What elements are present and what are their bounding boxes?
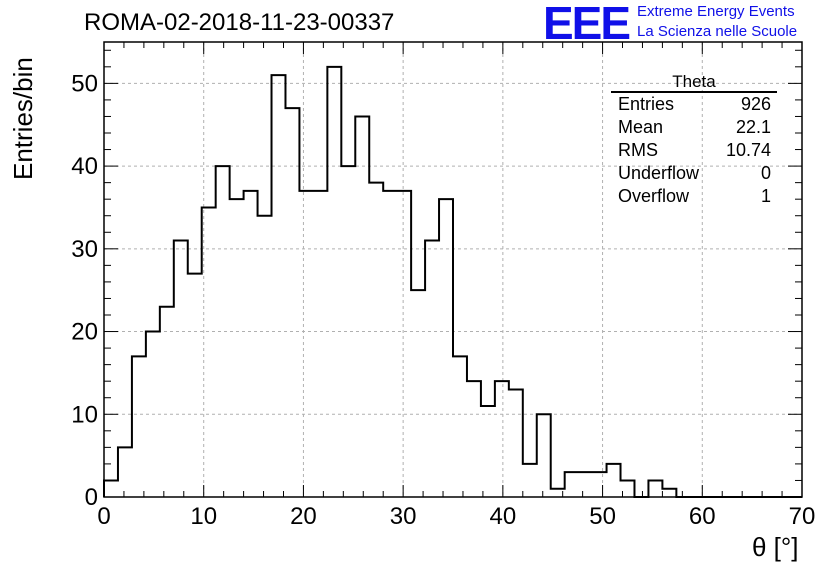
histogram-bin (188, 274, 202, 497)
histogram-bin (230, 199, 244, 497)
eee-logo: EEE (543, 0, 631, 49)
x-tick-label: 0 (97, 503, 110, 530)
histogram-bin (174, 241, 188, 497)
stats-label: Underflow (618, 163, 700, 183)
histogram-bin (565, 472, 579, 497)
histogram-bin (202, 207, 216, 497)
histogram-bin (118, 447, 132, 497)
histogram-bin (439, 199, 453, 497)
stats-value: 1 (760, 186, 771, 206)
stats-value: 22.1 (735, 117, 771, 137)
stats-value: 926 (740, 94, 771, 114)
histogram-bin (104, 480, 118, 497)
y-tick-label: 10 (71, 401, 98, 428)
histogram-bin (285, 108, 299, 497)
x-tick-label: 50 (589, 503, 616, 530)
y-tick-label: 30 (71, 236, 98, 263)
stats-row-overflow: Overflow 1 (611, 185, 777, 208)
histogram-bin (523, 464, 537, 497)
x-tick-label: 40 (490, 503, 517, 530)
x-tick-label: 30 (390, 503, 417, 530)
histogram-bin (244, 191, 258, 497)
plot-frame (103, 41, 803, 498)
stats-label: RMS (618, 140, 658, 160)
histogram-bin (593, 472, 607, 497)
chart-title: ROMA-02-2018-11-23-00337 (84, 9, 395, 36)
stats-value: 10.74 (725, 140, 771, 160)
x-tick-label: 20 (290, 503, 317, 530)
stats-label: Mean (618, 117, 664, 137)
histogram-bin (216, 166, 230, 497)
histogram-bin (327, 67, 341, 497)
histogram-bin (579, 472, 593, 497)
stats-row-entries: Entries 926 (611, 93, 777, 116)
histogram-bin (411, 290, 425, 497)
histogram-bin (272, 75, 286, 497)
histogram-bin (662, 489, 676, 497)
x-axis-label: θ [°] (752, 532, 799, 562)
histogram-bin (397, 191, 411, 497)
histogram-bin (537, 414, 551, 497)
histogram-bin (383, 191, 397, 497)
histogram-bin (146, 332, 160, 497)
y-axis-label: Entries/bin (8, 57, 38, 180)
stats-label: Overflow (618, 186, 690, 206)
y-tick-label: 20 (71, 319, 98, 346)
y-tick-label: 50 (71, 70, 98, 97)
histogram-bin (299, 191, 313, 497)
stats-value: 0 (760, 163, 771, 183)
logo-line-1: Extreme Energy Events (637, 3, 795, 20)
histogram-bin (132, 356, 146, 497)
histogram-bin (425, 241, 439, 497)
x-tick-label: 10 (190, 503, 217, 530)
histogram-bin (648, 480, 662, 497)
logo-line-2: La Scienza nelle Scuole (637, 23, 798, 40)
histogram-bin (160, 307, 174, 497)
histogram-bin (355, 116, 369, 497)
y-tick-label: 0 (85, 484, 98, 511)
x-tick-label: 70 (789, 503, 816, 530)
stats-row-underflow: Underflow 0 (611, 162, 777, 185)
histogram-bin (453, 356, 467, 497)
stats-title: Theta (611, 73, 777, 93)
histogram-bin (607, 464, 621, 497)
y-tick-label: 40 (71, 153, 98, 180)
histogram-bin (369, 183, 383, 497)
stats-label: Entries (618, 94, 675, 114)
histogram-bin (467, 381, 481, 497)
stats-row-rms: RMS 10.74 (611, 139, 777, 162)
histogram-bin (313, 191, 327, 497)
histogram-bin (341, 166, 355, 497)
x-tick-label: 60 (689, 503, 716, 530)
histogram-bin (509, 389, 523, 497)
stats-row-mean: Mean 22.1 (611, 116, 777, 139)
histogram-bin (495, 381, 509, 497)
histogram-bin (258, 216, 272, 497)
histogram-bin (481, 406, 495, 497)
stats-box: Theta Entries 926 Mean 22.1 RMS 10.74 Un… (611, 73, 777, 208)
